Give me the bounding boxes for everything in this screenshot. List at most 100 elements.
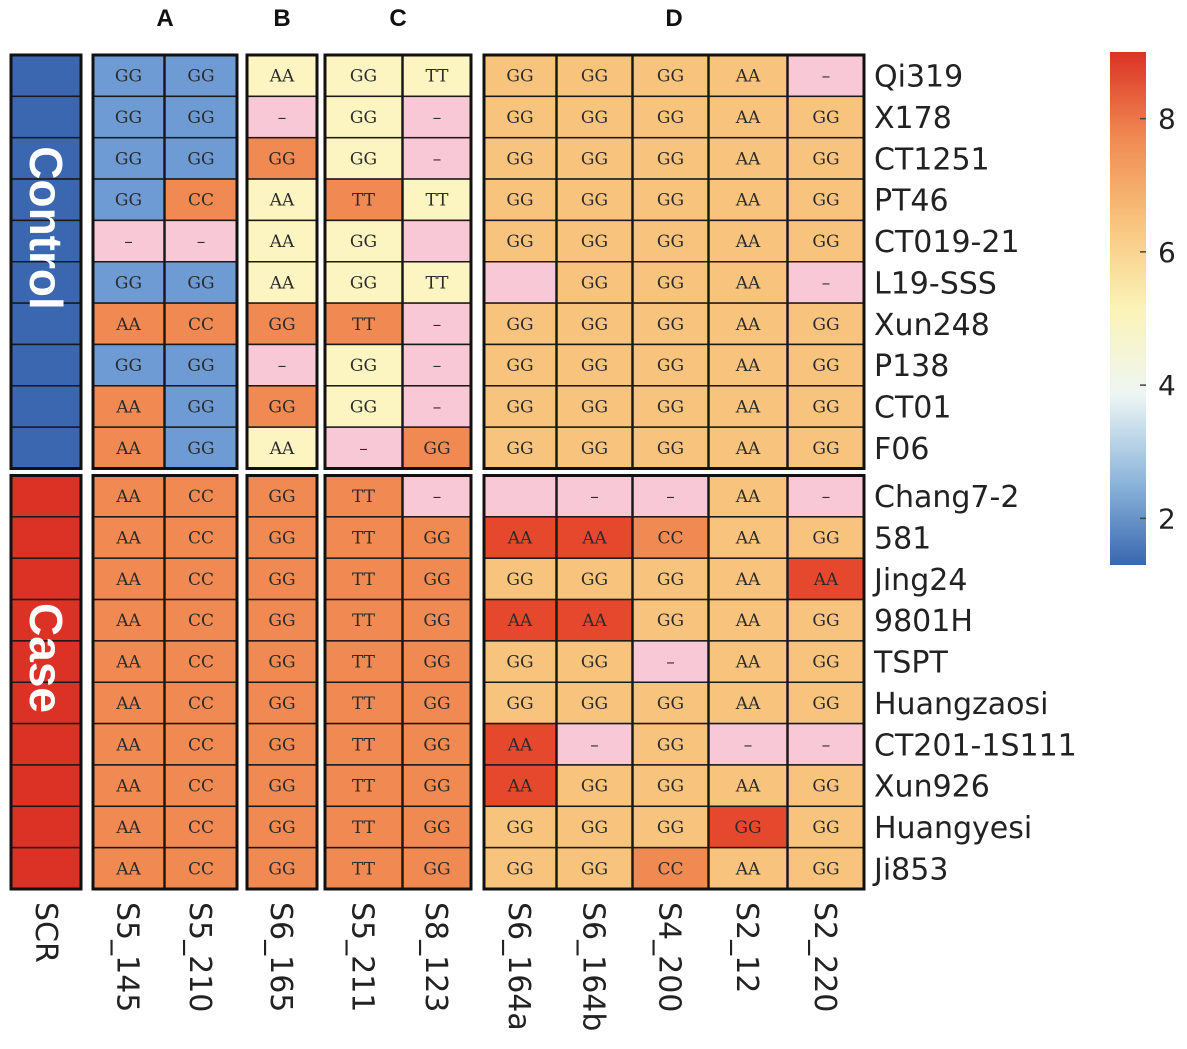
heatmap-cell — [632, 598, 709, 642]
cell-genotype: GG — [581, 777, 608, 797]
cell-genotype: GG — [657, 818, 684, 838]
heatmap-cell — [632, 474, 709, 518]
cell-genotype: GG — [581, 818, 608, 838]
cell-genotype: AA — [813, 570, 839, 590]
heatmap-cell — [483, 681, 557, 725]
heatmap-cell — [324, 846, 403, 890]
col-label-scr: SCR — [28, 902, 63, 963]
col-label: S5_145 — [110, 902, 145, 1012]
cell-genotype: GG — [657, 191, 684, 211]
cell-genotype: AA — [735, 694, 761, 714]
cell-genotype: AA — [507, 611, 533, 631]
cell-genotype: GG — [115, 108, 142, 128]
cell-genotype: GG — [350, 67, 377, 87]
heatmap-cell — [708, 95, 788, 139]
heatmap-cell — [164, 95, 238, 139]
heatmap-cell — [92, 178, 165, 222]
heatmap-cell — [708, 722, 788, 766]
cell-genotype: AA — [581, 529, 607, 549]
heatmap-cell — [246, 557, 318, 601]
cell-genotype: GG — [268, 315, 295, 335]
cell-genotype: TT — [352, 611, 376, 631]
cell-genotype: GG — [187, 397, 214, 417]
cell-genotype: GG — [812, 108, 839, 128]
cell-genotype: AA — [269, 67, 295, 87]
cell-genotype: AA — [115, 397, 141, 417]
heatmap-cell — [632, 219, 709, 263]
heatmap-cell — [246, 805, 318, 849]
cell-genotype: GG — [268, 735, 295, 755]
cell-genotype: CC — [188, 315, 214, 335]
cell-genotype: CC — [188, 570, 214, 590]
cell-genotype: GG — [812, 777, 839, 797]
cell-genotype: TT — [426, 273, 450, 293]
heatmap-cell — [787, 640, 865, 684]
cell-genotype: TT — [352, 191, 376, 211]
heatmap-cell — [556, 846, 633, 890]
cell-genotype: GG — [812, 818, 839, 838]
heatmap-cell — [483, 302, 557, 346]
row-label: X178 — [874, 101, 952, 136]
heatmap-cell — [246, 640, 318, 684]
cell-genotype: GG — [506, 653, 533, 673]
cell-genotype: AA — [269, 191, 295, 211]
heatmap-cell — [556, 516, 633, 559]
row-label: 9801H — [874, 604, 973, 639]
group-frame — [323, 53, 473, 470]
heatmap-cell — [556, 805, 633, 849]
cell-genotype: AA — [735, 439, 761, 459]
heatmap-cell — [402, 343, 472, 387]
cell-genotype: GG — [812, 191, 839, 211]
heatmap-cell — [632, 95, 709, 139]
cell-genotype: GG — [581, 191, 608, 211]
col-label: S6_164b — [576, 902, 611, 1031]
heatmap-cell — [92, 516, 165, 559]
row-label: TSPT — [873, 646, 948, 681]
scr-cell — [10, 54, 82, 98]
col-label: S8_123 — [418, 902, 453, 1012]
cell-genotype: AA — [115, 529, 141, 549]
cell-genotype: GG — [506, 232, 533, 252]
heatmap-cell — [402, 640, 472, 684]
heatmap-cell — [708, 343, 788, 387]
cell-genotype: GG — [268, 611, 295, 631]
cell-genotype: GG — [657, 149, 684, 169]
cell-genotype: AA — [735, 611, 761, 631]
heatmap-cell — [92, 557, 165, 601]
heatmap-cell — [483, 474, 557, 518]
cell-genotype: GG — [423, 859, 450, 879]
cell-genotype: GG — [115, 356, 142, 376]
row-group-label-control: Control — [20, 146, 72, 310]
cell-genotype: GG — [187, 273, 214, 293]
cell-genotype: GG — [812, 653, 839, 673]
heatmap-cell — [483, 598, 557, 642]
heatmap-cell — [324, 557, 403, 601]
cell-genotype: GG — [657, 777, 684, 797]
cell-genotype: GG — [423, 694, 450, 714]
cell-genotype: AA — [115, 818, 141, 838]
heatmap-cell — [246, 385, 318, 428]
heatmap-cell — [708, 178, 788, 222]
heatmap-cell — [632, 178, 709, 222]
cell-genotype: GG — [581, 356, 608, 376]
cell-genotype: AA — [735, 273, 761, 293]
heatmap-cell — [92, 764, 165, 808]
heatmap-cell — [92, 302, 165, 346]
cell-genotype: AA — [735, 653, 761, 673]
col-label: S6_164a — [501, 902, 536, 1031]
heatmap-cell — [556, 426, 633, 470]
heatmap-cell — [402, 219, 472, 263]
cell-genotype: AA — [735, 191, 761, 211]
row-label: CT1251 — [874, 142, 990, 177]
heatmap-cell — [632, 426, 709, 470]
cell-genotype: GG — [657, 108, 684, 128]
cell-genotype: GG — [657, 356, 684, 376]
heatmap-cell — [164, 302, 238, 346]
cell-genotype: GG — [350, 108, 377, 128]
cell-genotype: GG — [423, 570, 450, 590]
cell-genotype: – — [433, 315, 442, 335]
row-label: Xun248 — [874, 308, 990, 343]
scr-cell — [10, 343, 82, 387]
cell-genotype: AA — [735, 777, 761, 797]
heatmap-cell — [92, 846, 165, 890]
